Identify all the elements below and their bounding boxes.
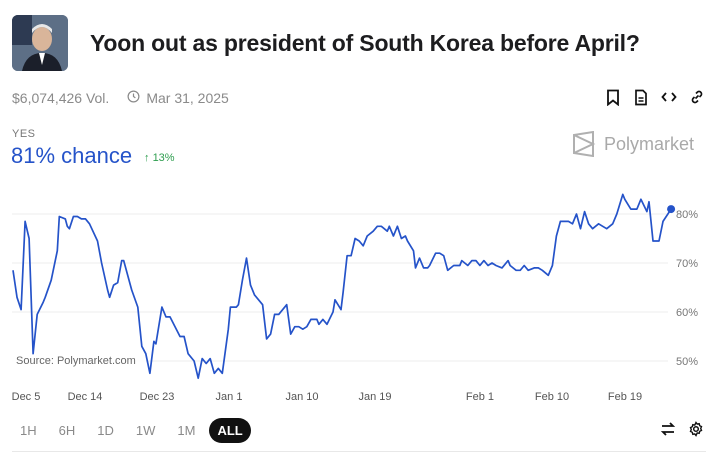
portrait-image: [12, 15, 68, 71]
polymarket-logo: Polymarket: [572, 131, 694, 157]
change-value: 13%: [152, 152, 175, 164]
price-chart: 50% 60% 70% 80% Source: Polymarket.com Dec 5 D…: [12, 193, 698, 403]
x-tick-label: Jan 1: [216, 391, 243, 403]
polymarket-logo-icon: [572, 131, 596, 157]
price-line: [12, 193, 672, 380]
chart-tools: [660, 421, 704, 442]
y-tick-label: 60%: [676, 307, 698, 319]
x-tick-label: Feb 19: [608, 391, 642, 403]
range-1m[interactable]: 1M: [177, 423, 196, 438]
market-image: [12, 15, 68, 71]
x-tick-label: Dec 14: [68, 391, 103, 403]
source-label: Source: Polymarket.com: [16, 355, 136, 367]
bookmark-icon[interactable]: [604, 88, 622, 106]
market-title: Yoon out as president of South Korea bef…: [90, 30, 640, 56]
market-meta: $6,074,426 Vol. Mar 31, 2025: [12, 90, 229, 106]
y-tick-label: 70%: [676, 258, 698, 270]
swap-icon[interactable]: [660, 421, 676, 442]
clock-icon: [127, 90, 140, 106]
x-tick-label: Jan 19: [358, 391, 391, 403]
x-tick-label: Jan 10: [285, 391, 318, 403]
x-tick-label: Dec 23: [140, 391, 175, 403]
range-1w[interactable]: 1W: [135, 423, 156, 438]
range-1h[interactable]: 1H: [20, 423, 37, 438]
y-tick-label: 50%: [676, 356, 698, 368]
brand-name: Polymarket: [603, 133, 694, 154]
x-tick-label: Feb 1: [466, 391, 494, 403]
range-6h[interactable]: 6H: [58, 423, 76, 438]
embed-icon[interactable]: [660, 88, 678, 106]
chance-value: 81% chance: [11, 143, 133, 168]
settings-gear-icon[interactable]: [688, 421, 704, 442]
x-tick-label: Dec 5: [12, 391, 41, 403]
y-tick-label: 80%: [676, 209, 698, 221]
arrow-up-icon: ↑: [144, 152, 153, 164]
range-selector: 1H 6H 1D 1W 1M ALL: [12, 418, 251, 443]
last-point-marker: [667, 205, 676, 214]
market-actions: [604, 88, 706, 106]
end-date-text: Mar 31, 2025: [146, 90, 229, 106]
link-icon[interactable]: [688, 88, 706, 106]
source-label-bg: [12, 350, 146, 368]
range-1d[interactable]: 1D: [97, 423, 114, 438]
chance-change: ↑ 13%: [144, 152, 175, 164]
volume-text: $6,074,426 Vol.: [12, 90, 110, 106]
divider: [12, 451, 706, 452]
document-icon[interactable]: [632, 88, 650, 106]
range-all[interactable]: ALL: [209, 418, 251, 443]
outcome-label: YES: [12, 128, 36, 140]
x-tick-label: Feb 10: [535, 391, 569, 403]
